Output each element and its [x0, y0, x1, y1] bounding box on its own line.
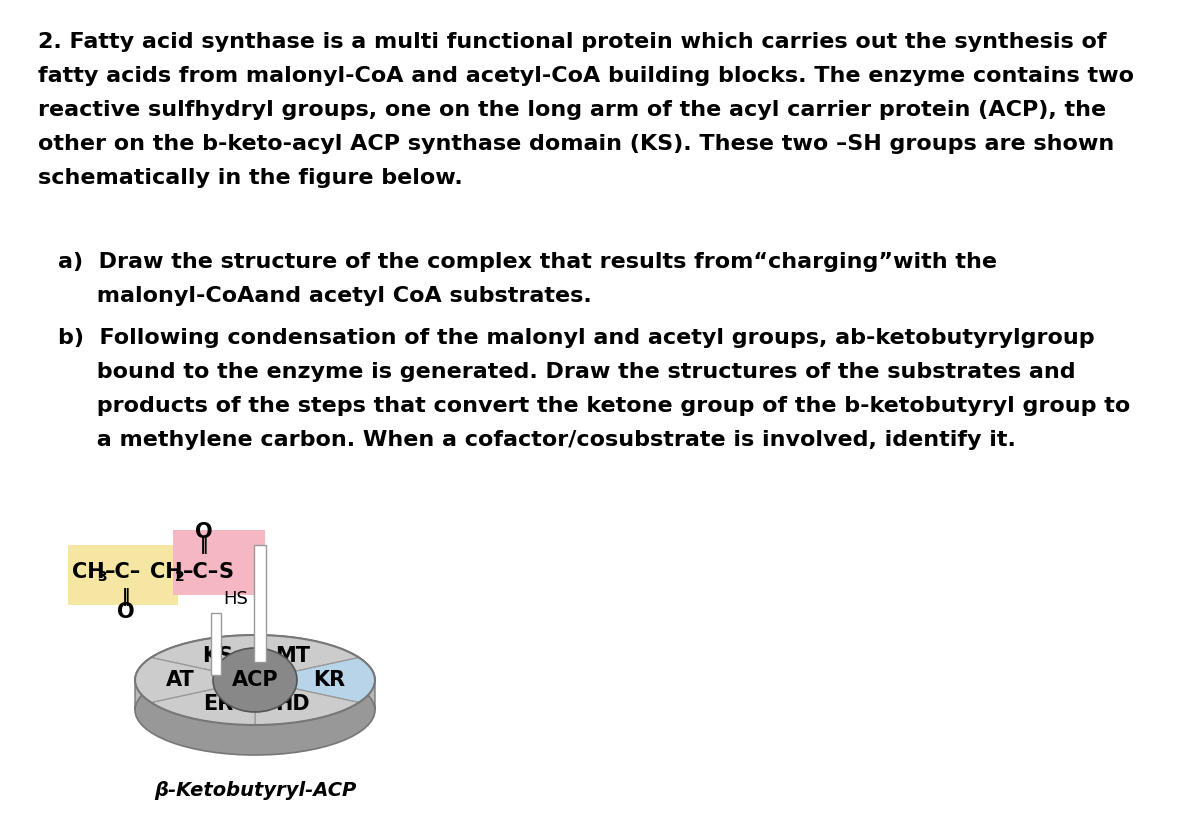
Text: S: S [218, 562, 233, 582]
Bar [68, 545, 178, 605]
Polygon shape [256, 658, 374, 702]
Text: ‖: ‖ [200, 536, 208, 554]
Text: O: O [196, 522, 212, 542]
Ellipse shape [214, 648, 298, 712]
Text: reactive sulfhydryl groups, one on the long arm of the acyl carrier protein (ACP: reactive sulfhydryl groups, one on the l… [38, 100, 1106, 120]
Text: HS: HS [223, 590, 248, 608]
Text: a)  Draw the structure of the complex that results from“charging”with the: a) Draw the structure of the complex tha… [58, 252, 997, 272]
Text: other on the b-keto-acyl ACP synthase domain (KS). These two –SH groups are show: other on the b-keto-acyl ACP synthase do… [38, 134, 1115, 154]
Text: AT: AT [167, 670, 194, 690]
Text: CH: CH [72, 562, 104, 582]
Text: malonyl-CoAand acetyl CoA substrates.: malonyl-CoAand acetyl CoA substrates. [58, 286, 592, 306]
Text: β-Ketobutyryl-ACP: β-Ketobutyryl-ACP [154, 781, 356, 800]
Text: b)  Following condensation of the malonyl and acetyl groups, ab-ketobutyrylgroup: b) Following condensation of the malonyl… [58, 328, 1094, 348]
Bar [254, 545, 266, 662]
Polygon shape [256, 680, 359, 725]
Text: ACP: ACP [232, 670, 278, 690]
Ellipse shape [134, 665, 374, 755]
Text: MT: MT [275, 646, 310, 666]
Polygon shape [136, 658, 256, 702]
Text: ‖: ‖ [122, 588, 130, 606]
Text: 3: 3 [97, 570, 107, 584]
Polygon shape [151, 680, 256, 725]
Text: bound to the enzyme is generated. Draw the structures of the substrates and: bound to the enzyme is generated. Draw t… [58, 362, 1075, 382]
Bar [173, 530, 265, 595]
Text: KR: KR [313, 670, 346, 690]
Text: fatty acids from malonyl-CoA and acetyl-CoA building blocks. The enzyme contains: fatty acids from malonyl-CoA and acetyl-… [38, 66, 1134, 86]
Polygon shape [151, 635, 256, 680]
Text: O: O [118, 602, 134, 622]
Text: schematically in the figure below.: schematically in the figure below. [38, 168, 463, 188]
Polygon shape [256, 635, 359, 680]
Text: –C–: –C– [182, 562, 220, 582]
Polygon shape [134, 635, 374, 710]
Text: HD: HD [275, 694, 310, 714]
Text: CH: CH [150, 562, 182, 582]
Text: –C–: –C– [106, 562, 142, 582]
Text: 2: 2 [175, 570, 185, 584]
Text: products of the steps that convert the ketone group of the b-ketobutyryl group t: products of the steps that convert the k… [58, 396, 1130, 416]
Text: ER: ER [203, 694, 233, 714]
Text: 2. Fatty acid synthase is a multi functional protein which carries out the synth: 2. Fatty acid synthase is a multi functi… [38, 32, 1106, 52]
Text: KS: KS [203, 646, 233, 666]
Bar [211, 613, 221, 675]
Text: a methylene carbon. When a cofactor/cosubstrate is involved, identify it.: a methylene carbon. When a cofactor/cosu… [58, 430, 1016, 450]
